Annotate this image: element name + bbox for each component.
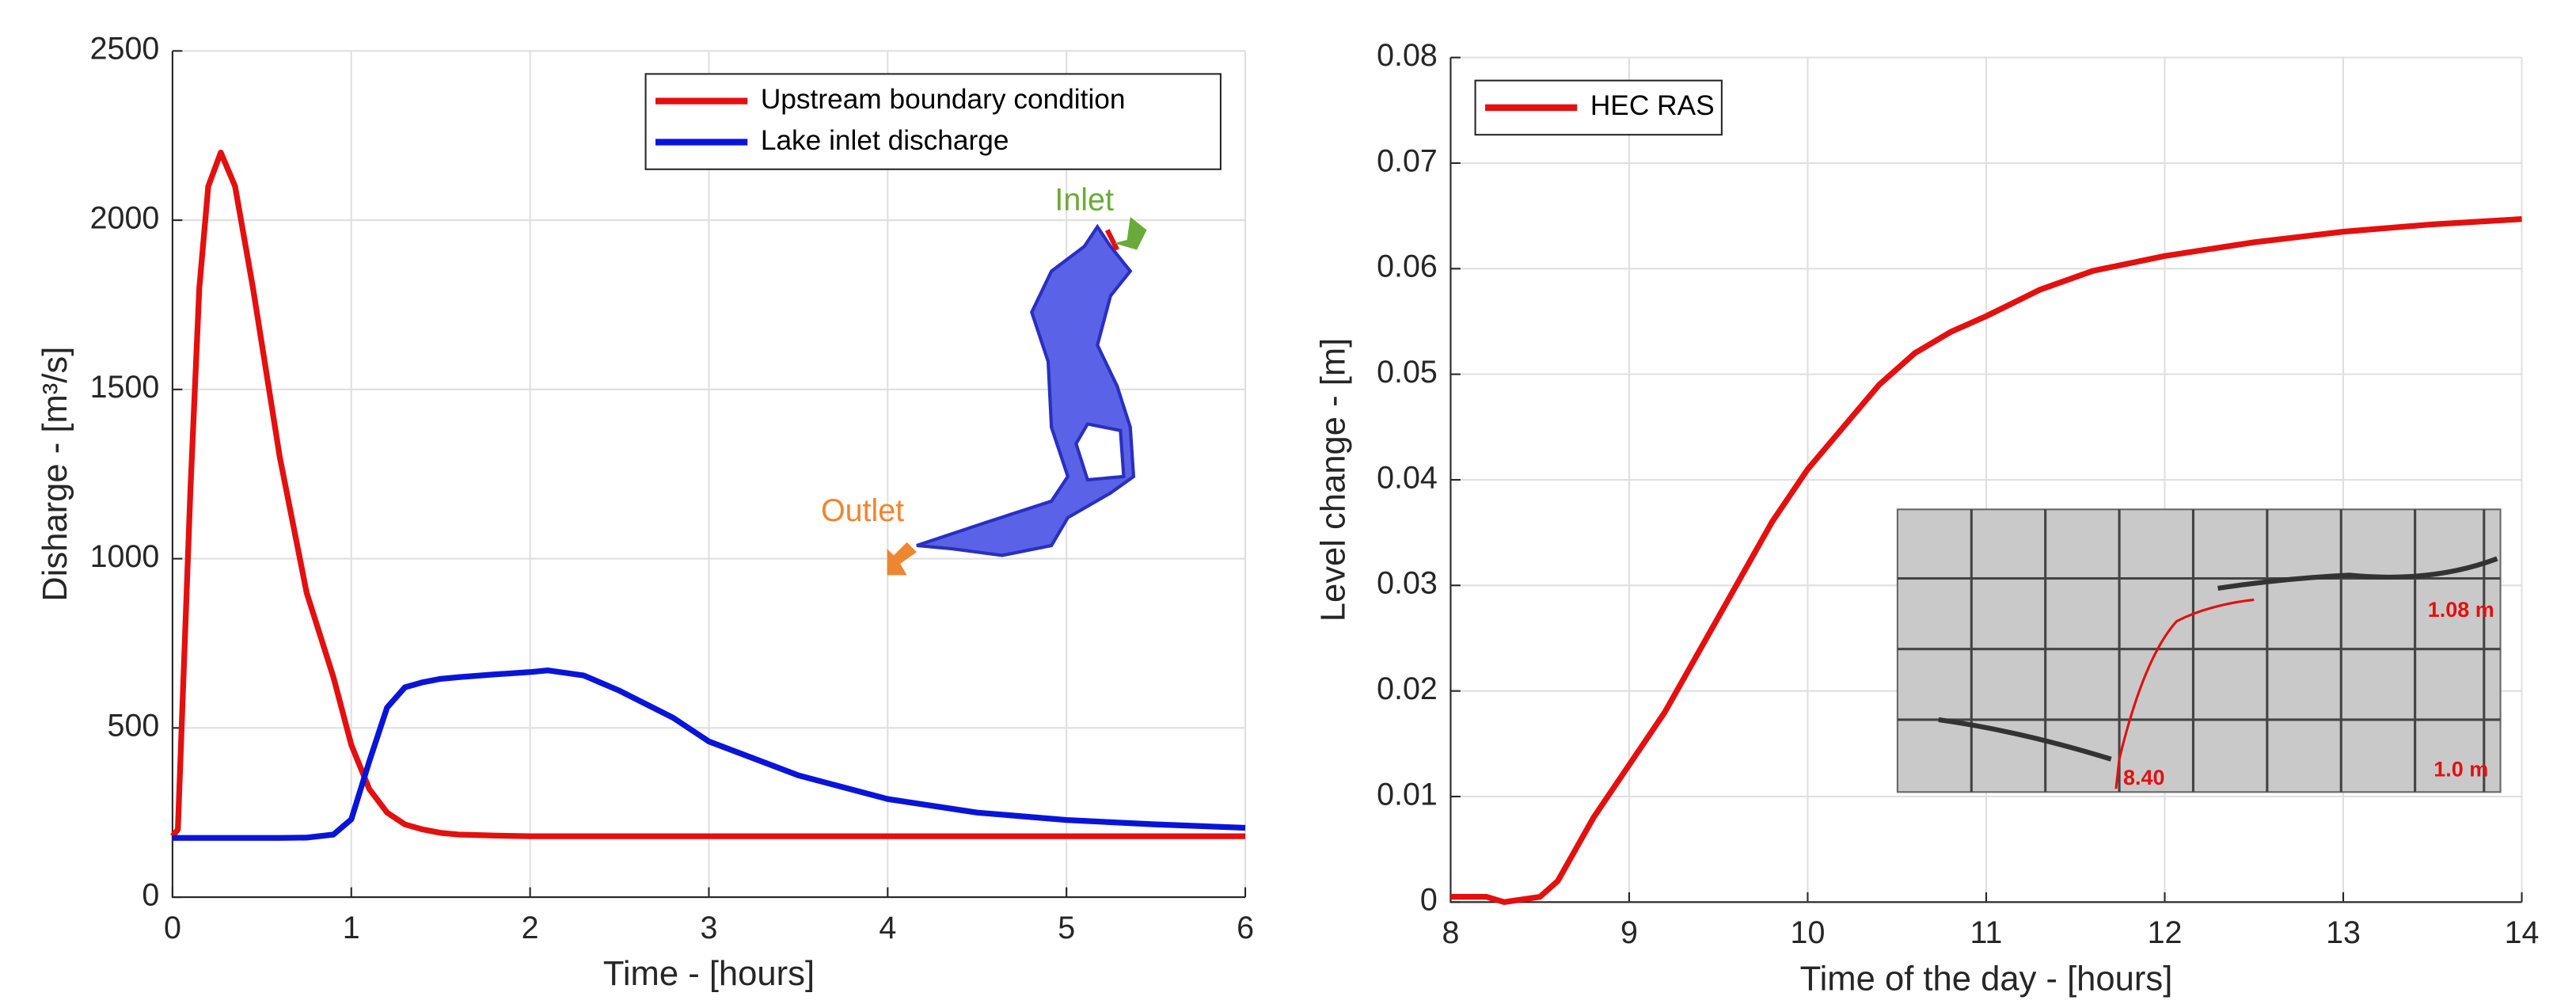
- y-tick-label: 0.07: [1377, 143, 1438, 178]
- lake-mesh: [916, 223, 1136, 557]
- photo: [1896, 508, 2502, 793]
- y-tick-label: 0.08: [1377, 38, 1438, 73]
- photo-grid: [1897, 509, 2501, 793]
- x-tick-label: 12: [2148, 915, 2183, 950]
- x-tick-label: 5: [1058, 911, 1075, 945]
- x-axis-label: Time of the day - [hours]: [1800, 960, 2173, 998]
- axis-lines: [171, 51, 1246, 899]
- x-tick-label: 8: [1442, 915, 1459, 950]
- x-tick-label: 6: [1237, 911, 1254, 945]
- annotation: 1.0 m: [2434, 757, 2488, 781]
- x-tick-label: 1: [343, 911, 360, 945]
- y-tick-label: 0: [142, 878, 159, 913]
- x-tick-label: 3: [701, 911, 718, 945]
- annotation: Outlet: [821, 493, 904, 528]
- y-tick-label: 1500: [90, 370, 160, 405]
- x-tick-label: 11: [1970, 915, 2003, 950]
- y-tick-label: 0.04: [1377, 460, 1438, 495]
- island: [1074, 422, 1126, 482]
- y-tick-label: 0.01: [1377, 777, 1438, 812]
- series-line: [170, 149, 1246, 839]
- y-tick-label: 2000: [90, 201, 160, 236]
- y-tick-label: 0: [1420, 883, 1438, 918]
- y-tick-label: 0.03: [1377, 566, 1438, 601]
- legend: HEC RAS: [1474, 79, 1723, 136]
- y-axis-label: Level change - [m]: [1315, 338, 1353, 622]
- photo-trace: [1938, 556, 2498, 762]
- series-line: [1450, 216, 2522, 905]
- x-axis-label: Time - [hours]: [603, 955, 815, 993]
- mesh-inset: [887, 216, 1147, 576]
- y-axis-label: Disharge - [m³/s]: [36, 347, 74, 602]
- x-tick-label: 13: [2326, 915, 2361, 950]
- outlet-arrow: [887, 542, 917, 576]
- legend-box: [644, 73, 1222, 170]
- inlet-arrow: [1114, 216, 1147, 250]
- x-tick-label: 2: [522, 911, 539, 945]
- annotation: 1.08 m: [2428, 598, 2494, 622]
- inlet-boundary: [1104, 229, 1119, 251]
- x-tick-label: 0: [164, 911, 181, 945]
- y-tick-label: 0.02: [1377, 671, 1438, 706]
- y-tick-label: 1000: [90, 539, 160, 574]
- legend-label: Upstream boundary condition: [761, 84, 1126, 115]
- photo-inset: [1896, 508, 2502, 793]
- x-tick-label: 9: [1620, 915, 1638, 950]
- annotation: 8.40: [2123, 766, 2165, 789]
- series-line: [172, 667, 1246, 841]
- legend-label: HEC RAS: [1590, 90, 1715, 121]
- axis-lines: [1449, 57, 2522, 903]
- photo-fit: [2114, 598, 2255, 789]
- axes: 8 9 10 11 12 13 14 0 0.01 0.02 0.03 0.04 0.05 0.06 0.0…: [1377, 38, 2539, 950]
- annotation: Inlet: [1054, 183, 1114, 218]
- y-tick-label: 500: [108, 709, 160, 743]
- x-tick-label: 14: [2505, 915, 2540, 950]
- x-tick-label: 10: [1791, 915, 1826, 950]
- legend-label: Lake inlet discharge: [761, 125, 1009, 156]
- y-tick-label: 2500: [90, 32, 160, 67]
- y-tick-label: 0.05: [1377, 355, 1438, 390]
- legend: Upstream boundary condition Lake inlet di…: [644, 73, 1222, 170]
- y-tick-label: 0.06: [1377, 249, 1438, 284]
- x-tick-label: 4: [879, 911, 896, 945]
